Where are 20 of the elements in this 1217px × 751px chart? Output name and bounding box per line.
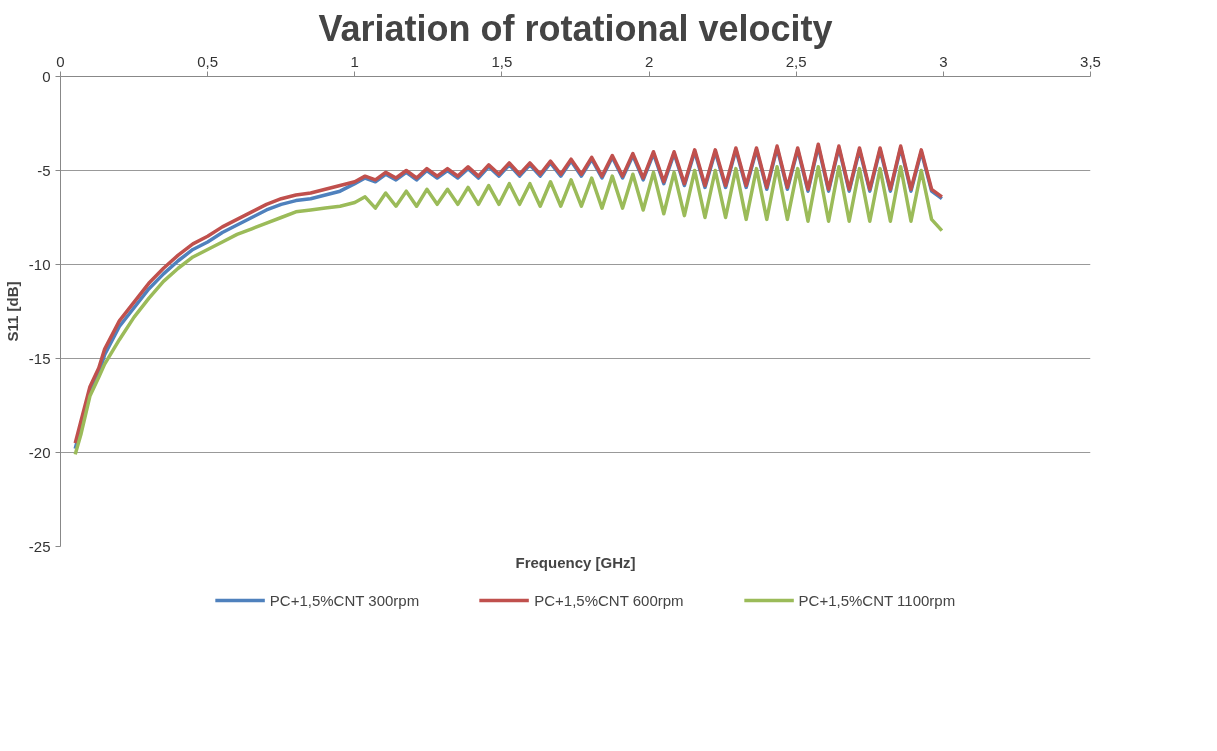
x-tick-label: 1 xyxy=(350,52,359,70)
x-axis-title: Frequency [GHz] xyxy=(515,553,636,571)
x-tick-label: 1,5 xyxy=(491,52,513,70)
y-tick-label: 0 xyxy=(42,67,51,85)
y-tick-label: -5 xyxy=(37,161,51,179)
x-tick-label: 0,5 xyxy=(197,52,219,70)
y-tick-label: -15 xyxy=(28,349,51,367)
x-tick-label: 3 xyxy=(939,52,948,70)
chart-title: Variation of rotational velocity xyxy=(318,7,833,49)
y-tick-label: -25 xyxy=(28,537,51,555)
y-axis-title: S11 [dB] xyxy=(3,281,21,342)
x-tick-label: 2,5 xyxy=(785,52,807,70)
x-tick-label: 2 xyxy=(644,52,654,70)
x-tick-label: 0 xyxy=(56,52,65,70)
legend-label: PC+1,5%CNT 1100rpm xyxy=(798,591,956,609)
legend-label: PC+1,5%CNT 300rpm xyxy=(269,591,420,609)
y-tick-label: -20 xyxy=(28,443,51,461)
legend-label: PC+1,5%CNT 600rpm xyxy=(534,591,684,609)
x-tick-label: 3,5 xyxy=(1080,52,1101,70)
y-tick-label: -10 xyxy=(28,255,51,273)
